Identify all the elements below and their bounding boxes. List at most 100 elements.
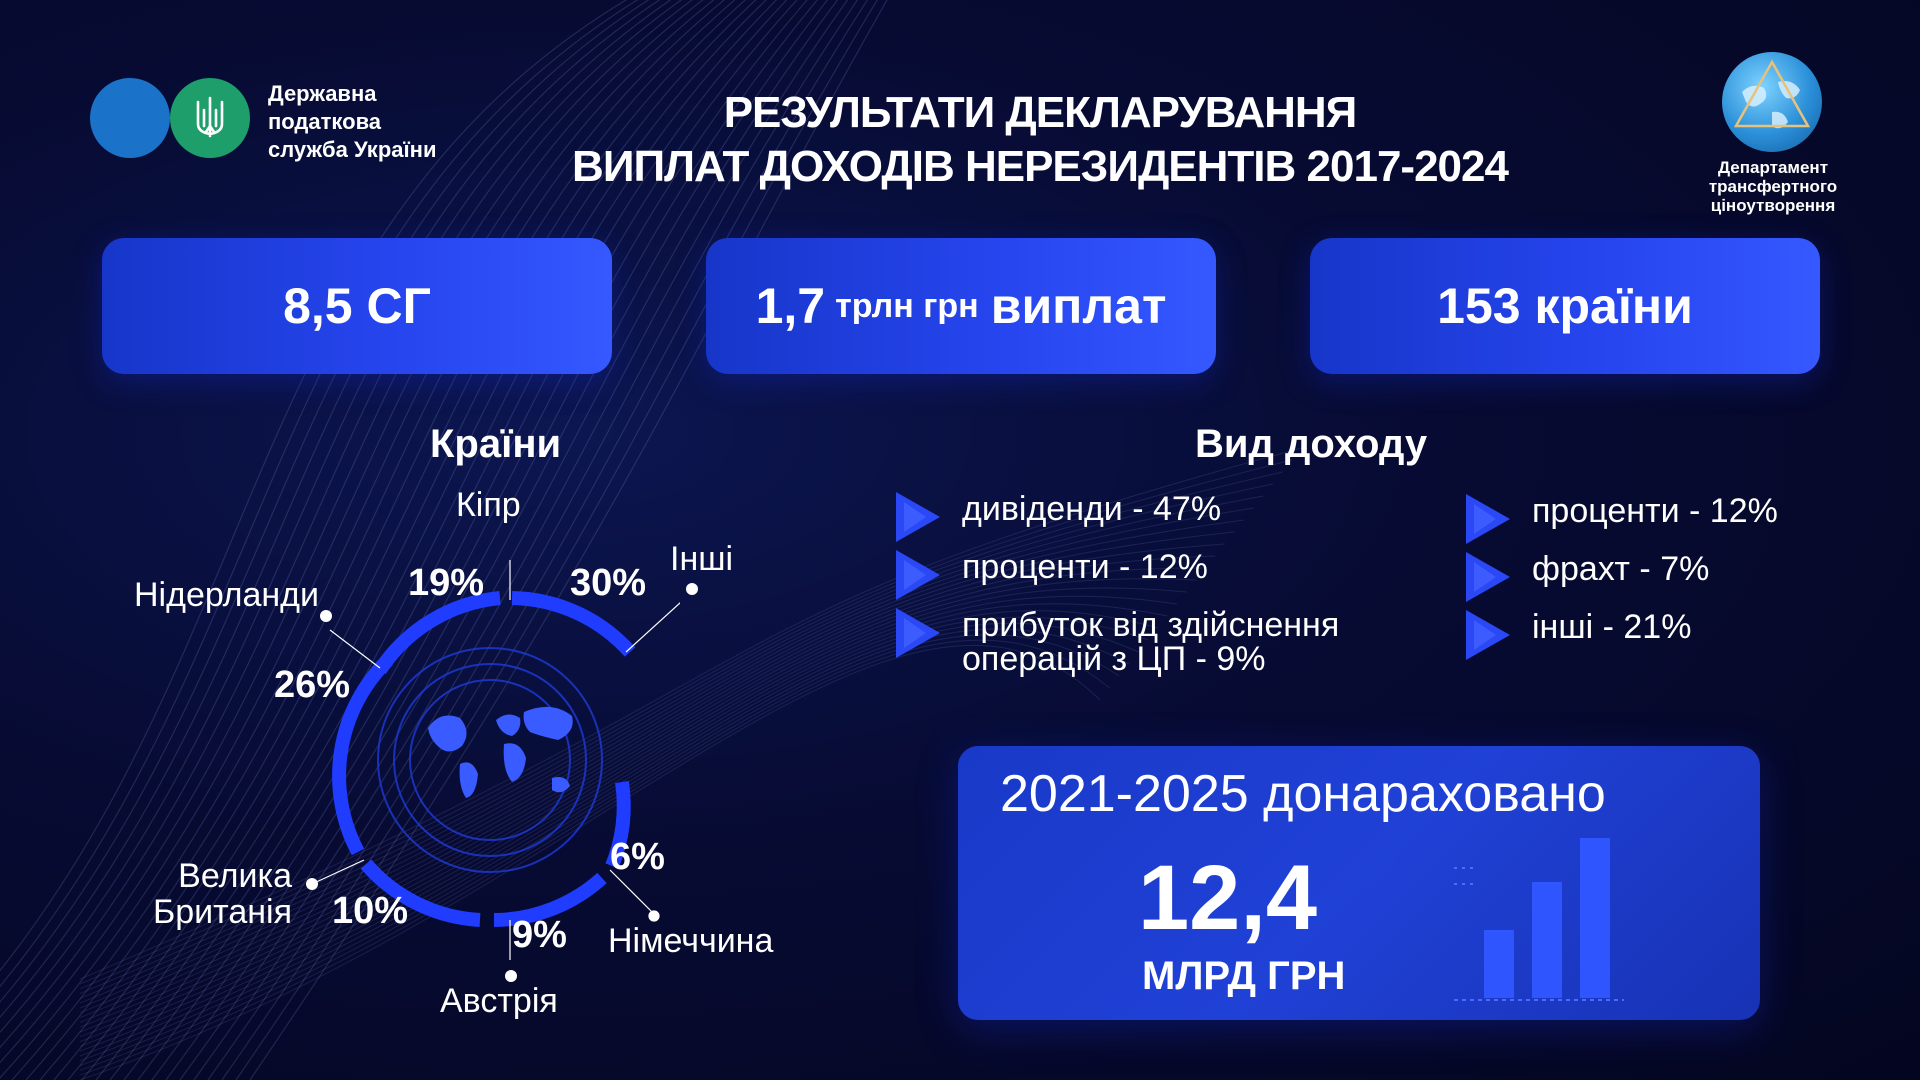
background-wave-line bbox=[193, 0, 849, 1080]
background-wave-line bbox=[207, 0, 859, 1080]
income-item-text: прибуток від здійснення операцій з ЦП - … bbox=[962, 608, 1339, 676]
background-wave-line bbox=[79, 587, 1187, 1038]
background-wave-line bbox=[79, 543, 1225, 1019]
inner-ring-2 bbox=[393, 663, 587, 857]
background-wave-line bbox=[123, 0, 798, 1080]
background-wave-line bbox=[79, 622, 1139, 1062]
background-wave-line bbox=[79, 471, 1283, 990]
organization-name: Державна податкова служба України bbox=[268, 80, 508, 164]
triangle-bullet-icon bbox=[1466, 494, 1510, 544]
country-pct-netherlands: 26% bbox=[274, 664, 351, 706]
triangle-bullet-icon bbox=[896, 608, 940, 658]
ring-segment-uk bbox=[360, 859, 481, 927]
background-wave-line bbox=[79, 555, 1216, 1023]
country-pct-uk: 10% bbox=[332, 890, 409, 932]
ring-segment-cyprus bbox=[511, 591, 636, 657]
stat-payments-value: 1,7 bbox=[755, 278, 826, 334]
page-title-line2: ВИПЛАТ ДОХОДІВ НЕРЕЗИДЕНТІВ 2017-2024 bbox=[572, 142, 1509, 191]
stat-payments-unit: трлн грн bbox=[835, 286, 979, 325]
triangle-bullet-icon bbox=[1466, 552, 1510, 602]
background-wave-line bbox=[79, 578, 1197, 1033]
income-item-text-line: операцій з ЦП - 9% bbox=[962, 640, 1266, 678]
income-item: інші - 21% bbox=[1466, 610, 1691, 660]
additional-assessment-box: 2021-2025 донараховано 12,4 МЛРД ГРН bbox=[958, 746, 1760, 1020]
background-wave-line bbox=[53, 0, 747, 1080]
income-item-text: інші - 21% bbox=[1532, 608, 1692, 646]
income-item-text: проценти - 12% bbox=[962, 548, 1208, 586]
stat-box-business-entities: 8,5 СГ bbox=[102, 238, 612, 374]
org-name-line: Державна bbox=[268, 81, 377, 106]
additional-value: 12,4 bbox=[1138, 847, 1318, 949]
department-name: Департамент трансфертного ціноутворення bbox=[1680, 158, 1866, 215]
country-label-other: Інші bbox=[670, 540, 734, 578]
department-globe-logo bbox=[1722, 52, 1822, 152]
background-wave-line bbox=[249, 0, 888, 1080]
triangle-bullet-icon bbox=[1466, 610, 1510, 660]
background-wave-line bbox=[79, 447, 1302, 980]
ring-segment-germany bbox=[605, 780, 631, 869]
dept-name-line: Департамент bbox=[1717, 158, 1829, 177]
dot-austria bbox=[505, 970, 517, 982]
background-wave-line bbox=[235, 0, 878, 1080]
background-wave-line bbox=[79, 519, 1245, 1009]
dot-netherlands bbox=[320, 610, 332, 622]
org-name-line: податкова bbox=[268, 109, 382, 134]
dot-other bbox=[686, 583, 698, 595]
ring-segment-cyprus-top bbox=[374, 591, 501, 674]
income-item: проценти - 12% bbox=[896, 550, 1208, 600]
background-wave-line bbox=[79, 628, 1130, 1067]
background-wave-line bbox=[0, 0, 661, 1019]
triangle-bullet-icon bbox=[896, 550, 940, 600]
background-wave-line bbox=[79, 610, 1158, 1052]
spacer bbox=[300, 560, 310, 570]
dept-name-line: трансфертного bbox=[1708, 177, 1838, 196]
income-item: фрахт - 7% bbox=[1466, 552, 1709, 602]
countries-section-title: Країни bbox=[430, 422, 562, 466]
background-wave-line bbox=[165, 0, 829, 1080]
background-wave-line bbox=[0, 0, 704, 1079]
background-wave-line bbox=[67, 0, 757, 1080]
country-label-cyprus: Кіпр bbox=[456, 486, 521, 524]
tax-service-logo-blue-circle bbox=[90, 78, 170, 158]
background-wave-line bbox=[79, 459, 1293, 985]
background-wave-line bbox=[221, 0, 869, 1080]
country-pct-germany: 6% bbox=[610, 836, 665, 878]
dot-uk bbox=[306, 878, 318, 890]
bar-small bbox=[1484, 930, 1514, 998]
income-item: прибуток від здійснення операцій з ЦП - … bbox=[896, 608, 1339, 676]
background-wave-line bbox=[179, 0, 839, 1080]
background-wave-line bbox=[79, 495, 1264, 999]
income-section-title: Вид доходу bbox=[1195, 422, 1428, 466]
country-pct-austria: 9% bbox=[512, 914, 567, 956]
background-wave-line bbox=[0, 0, 672, 1033]
background-wave-line bbox=[79, 483, 1273, 995]
background-wave-line bbox=[81, 0, 767, 1080]
background-wave-line bbox=[79, 639, 1110, 1076]
growth-bars-icon bbox=[1454, 838, 1624, 1001]
background-wave-line bbox=[25, 0, 726, 1080]
triangle-bullet-icon bbox=[896, 492, 940, 542]
background-wave-line bbox=[151, 0, 819, 1080]
background-wave-line bbox=[137, 0, 808, 1080]
background-wave-line bbox=[0, 0, 639, 988]
stat-box-payments: 1,7 трлн грн виплат bbox=[706, 238, 1216, 374]
background-wave-line bbox=[79, 531, 1235, 1014]
background-wave-line bbox=[79, 567, 1206, 1028]
background-wave-line bbox=[109, 0, 788, 1080]
country-label-netherlands: Нідерланди bbox=[134, 576, 319, 614]
income-item-text: фрахт - 7% bbox=[1532, 550, 1710, 588]
world-map-icon bbox=[428, 706, 573, 798]
connector-germany bbox=[609, 869, 655, 915]
globe-icon bbox=[1733, 59, 1811, 129]
bar-large bbox=[1580, 838, 1610, 998]
inner-ring-1 bbox=[377, 647, 603, 873]
page-title-line1: РЕЗУЛЬТАТИ ДЕКЛАРУВАННЯ bbox=[723, 88, 1358, 137]
background-wave-line bbox=[79, 616, 1149, 1057]
background-wave-line bbox=[95, 0, 778, 1080]
stat-box-countries: 153 країни bbox=[1310, 238, 1820, 374]
trident-icon bbox=[196, 96, 224, 138]
country-label-austria: Австрія bbox=[440, 982, 558, 1020]
ring-segment-netherlands bbox=[332, 654, 393, 856]
income-item-text: дивіденди - 47% bbox=[962, 490, 1222, 528]
income-item: дивіденди - 47% bbox=[896, 492, 1221, 542]
